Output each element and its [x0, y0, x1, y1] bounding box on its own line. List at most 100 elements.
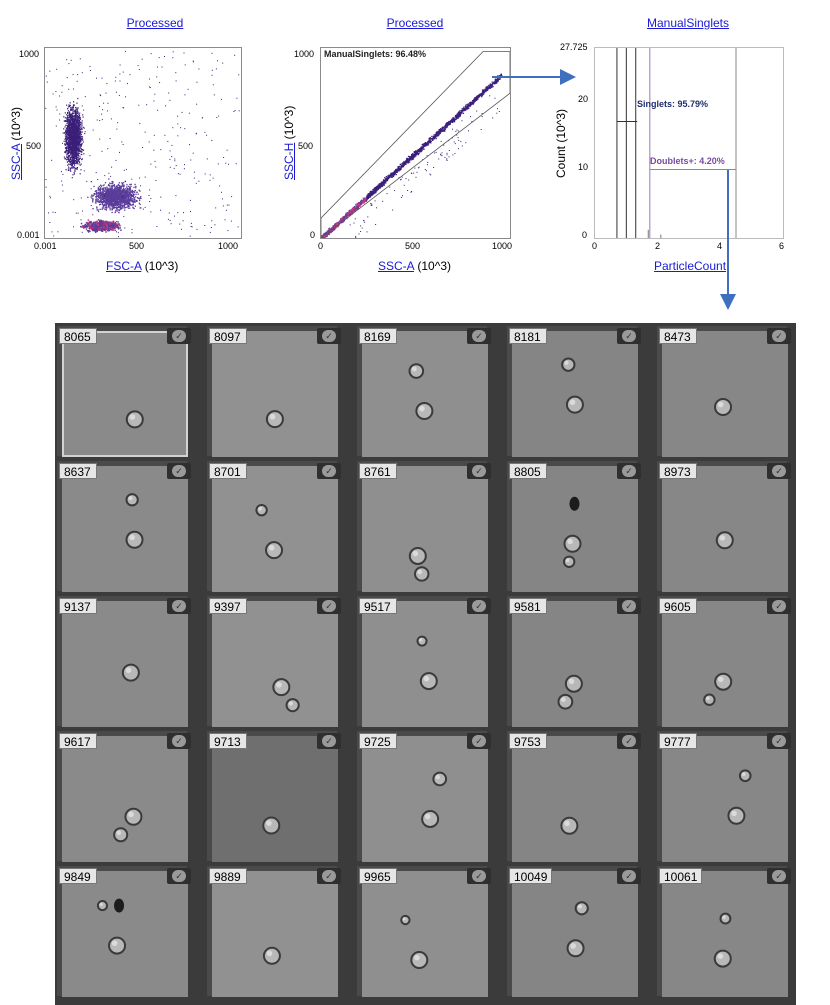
scatter-point	[73, 124, 75, 126]
scatter-point	[437, 130, 439, 132]
scatter-point	[71, 160, 73, 163]
scatter-point	[223, 157, 225, 158]
scatter-point	[69, 168, 71, 170]
scatter-point	[102, 192, 104, 194]
scatter-point	[206, 134, 208, 136]
scatter-point	[74, 142, 76, 144]
scatter-point	[97, 191, 99, 194]
scatter-point	[116, 185, 118, 187]
scatter-point	[113, 227, 116, 229]
scatter-point	[110, 227, 113, 230]
scatter-point	[127, 190, 129, 192]
scatter-point	[65, 159, 68, 161]
scatter-point	[97, 187, 99, 189]
plot1-ylabel-link[interactable]: SSC-A	[9, 143, 23, 180]
scatter-point	[138, 202, 140, 204]
scatter-point	[94, 223, 96, 226]
plot1-xlabel-link[interactable]: FSC-A	[106, 259, 142, 273]
scatter-point	[82, 116, 84, 118]
scatter-point	[118, 236, 119, 238]
scatter-point	[71, 124, 73, 126]
scatter-point	[455, 114, 457, 116]
scatter-point	[81, 151, 83, 153]
scatter-point	[497, 80, 499, 82]
scatter-point	[73, 135, 75, 137]
scatter-point	[71, 108, 73, 110]
scatter-point	[72, 128, 74, 130]
scatter-point	[96, 200, 98, 202]
scatter-point	[80, 147, 82, 149]
scatter-point	[109, 182, 111, 184]
scatter-point	[121, 183, 123, 185]
scatter-point	[110, 183, 112, 185]
scatter-point	[82, 126, 84, 128]
scatter-point	[105, 92, 107, 94]
scatter-point	[109, 225, 111, 227]
scatter-point	[65, 129, 67, 131]
scatter-point	[156, 76, 158, 78]
scatter-point	[71, 137, 73, 139]
scatter-point	[68, 116, 70, 118]
scatter-point	[123, 185, 125, 187]
scatter-point	[222, 198, 223, 200]
scatter-point	[96, 192, 98, 194]
scatter-point	[73, 148, 75, 150]
scatter-point	[112, 225, 114, 228]
scatter-point	[172, 127, 174, 129]
scatter-point	[78, 150, 80, 152]
scatter-point	[115, 192, 117, 194]
scatter-point	[45, 179, 47, 180]
scatter-point	[80, 145, 82, 147]
scatter-point	[356, 207, 358, 209]
scatter-point	[220, 98, 222, 100]
scatter-point	[211, 140, 213, 141]
scatter-point	[108, 195, 110, 197]
scatter-point	[137, 197, 139, 199]
scatter-point	[83, 225, 85, 228]
scatter-point	[122, 190, 124, 192]
scatter-point	[126, 194, 128, 196]
scatter-point	[184, 94, 186, 96]
scatter-point	[211, 74, 213, 76]
scatter-point	[236, 97, 238, 99]
scatter-point	[52, 211, 54, 213]
scatter-point	[80, 222, 83, 225]
scatter-point	[137, 193, 139, 195]
scatter-point	[110, 225, 112, 227]
scatter-point	[81, 159, 83, 161]
scatter-point	[121, 208, 123, 210]
scatter-point	[79, 118, 81, 120]
scatter-point	[62, 190, 64, 192]
scatter-point	[68, 163, 70, 165]
scatter-point	[103, 184, 105, 186]
scatter-point	[104, 182, 107, 184]
scatter-point	[75, 111, 78, 113]
plot2-title[interactable]: Processed	[386, 16, 444, 30]
scatter-point	[111, 192, 113, 194]
plot1-title[interactable]: Processed	[126, 16, 184, 30]
scatter-point	[73, 112, 75, 114]
scatter-point	[93, 193, 95, 194]
scatter-point	[222, 205, 224, 207]
scatter-point	[99, 94, 101, 96]
scatter-point	[72, 136, 74, 138]
scatter-point	[95, 190, 97, 192]
scatter-point	[124, 197, 127, 199]
scatter-point	[115, 221, 117, 222]
scatter-point	[189, 144, 190, 146]
scatter-point	[104, 193, 107, 196]
scatter-point	[84, 132, 86, 135]
scatter-point	[106, 199, 108, 201]
scatter-point	[100, 185, 102, 187]
scatter-point	[102, 205, 104, 207]
scatter-point	[159, 82, 161, 84]
scatter-point	[155, 180, 157, 181]
scatter-point	[100, 198, 102, 200]
scatter-point	[78, 126, 80, 129]
scatter-point	[106, 192, 109, 194]
scatter-point	[69, 134, 71, 136]
scatter-point	[98, 193, 101, 195]
scatter-point	[97, 210, 100, 213]
scatter-point	[121, 194, 123, 196]
scatter-point	[117, 196, 119, 199]
